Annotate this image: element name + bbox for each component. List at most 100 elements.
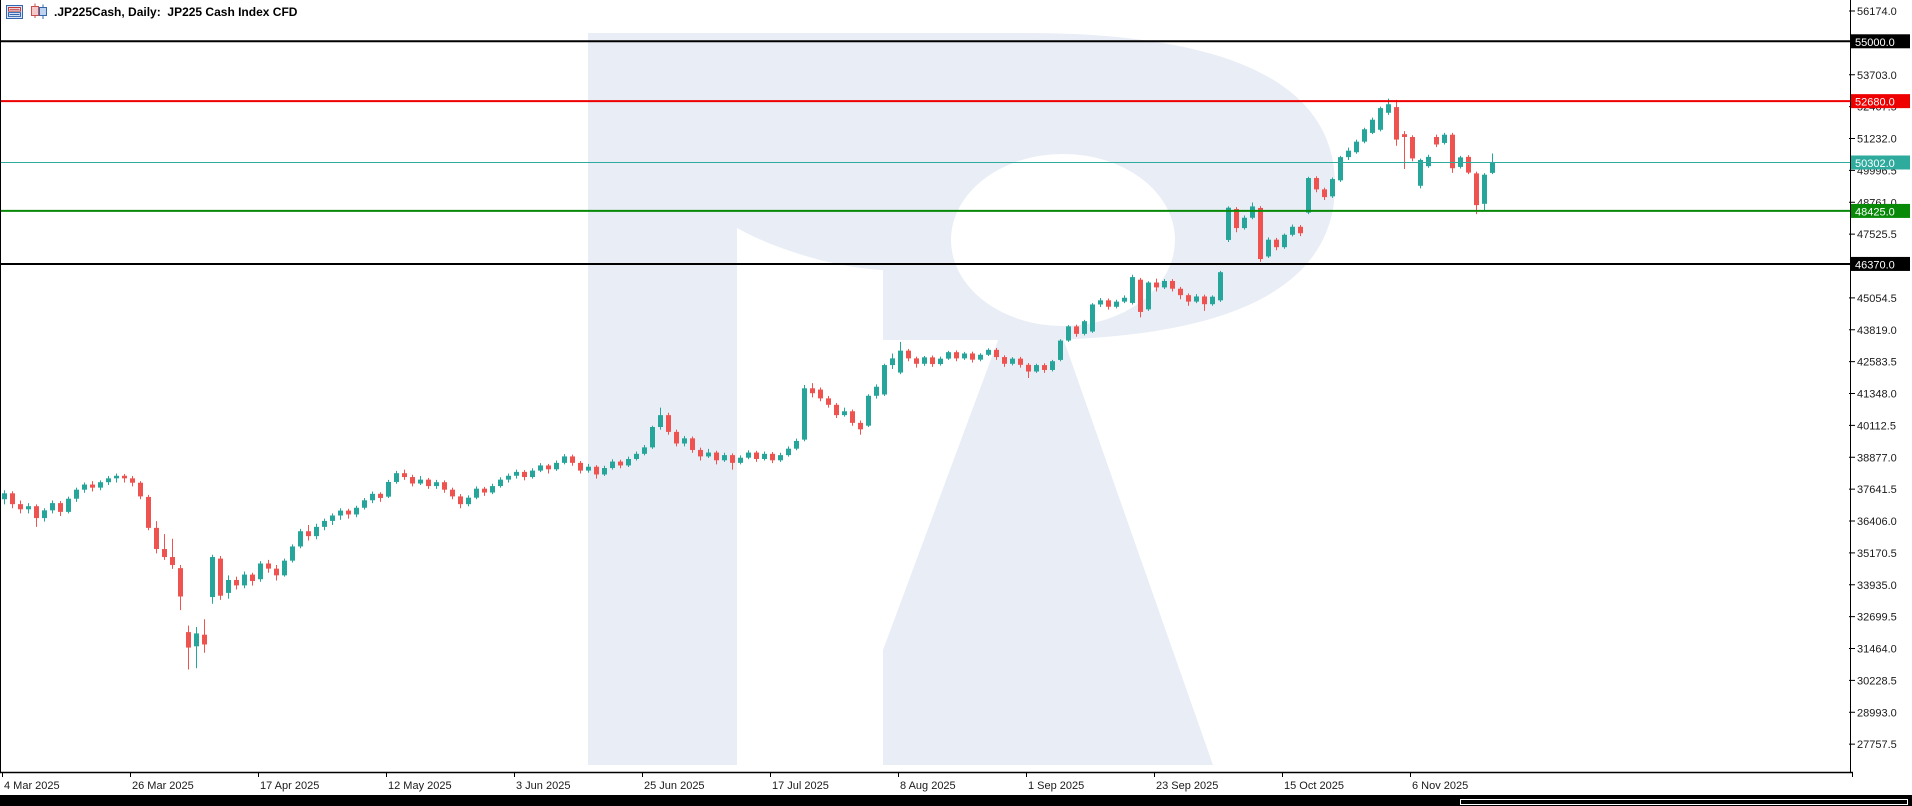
candle[interactable] [122,473,127,483]
candle[interactable] [346,508,351,519]
candle[interactable] [1258,206,1263,262]
candle[interactable] [826,396,831,408]
candle[interactable] [938,356,943,366]
candle[interactable] [914,356,919,368]
candle[interactable] [418,476,423,486]
candle[interactable] [786,446,791,457]
candle[interactable] [890,353,895,369]
candle[interactable] [930,355,935,367]
candle[interactable] [298,528,303,549]
candle[interactable] [1330,177,1335,198]
candle[interactable] [1114,299,1119,309]
candle[interactable] [1170,279,1175,292]
candle[interactable] [1178,286,1183,300]
candle[interactable] [1098,297,1103,308]
candle[interactable] [458,494,463,509]
candle[interactable] [530,468,535,479]
candle[interactable] [1266,237,1271,259]
candle[interactable] [642,445,647,456]
candle[interactable] [802,384,807,442]
candle[interactable] [450,487,455,500]
candle[interactable] [1210,295,1215,306]
candle[interactable] [762,451,767,461]
candle[interactable] [834,403,839,418]
candle[interactable] [498,477,503,488]
candle[interactable] [10,491,15,509]
candle[interactable] [818,387,823,402]
candle[interactable] [290,544,295,563]
candle[interactable] [1274,237,1279,251]
candle[interactable] [210,554,215,604]
candle[interactable] [1042,363,1047,373]
candle[interactable] [82,482,87,493]
candle[interactable] [842,407,847,417]
candle[interactable] [994,348,999,360]
candle[interactable] [1074,324,1079,337]
candle[interactable] [66,496,71,514]
candle[interactable] [970,351,975,363]
candle[interactable] [954,350,959,362]
candle[interactable] [186,625,191,670]
candle[interactable] [682,436,687,447]
candle[interactable] [562,454,567,465]
candle[interactable] [42,508,47,522]
candle[interactable] [442,480,447,493]
candle[interactable] [426,477,431,489]
candle[interactable] [338,508,343,520]
candle[interactable] [770,452,775,464]
chart-list-icon[interactable] [6,4,24,20]
candle[interactable] [434,479,439,489]
candle[interactable] [74,487,79,502]
candle[interactable] [1194,294,1199,304]
candle[interactable] [490,483,495,495]
candle[interactable] [1322,187,1327,200]
candle[interactable] [1282,233,1287,249]
candle[interactable] [1010,357,1015,366]
candle[interactable] [1090,303,1095,333]
candle[interactable] [1154,278,1159,292]
candle[interactable] [474,486,479,500]
candle[interactable] [1050,359,1055,372]
candle[interactable] [1162,279,1167,289]
candle[interactable] [2,490,7,505]
candle[interactable] [1306,176,1311,215]
candle[interactable] [706,448,711,458]
candle[interactable] [1410,135,1415,162]
candle[interactable] [1362,127,1367,144]
candle[interactable] [714,450,719,465]
candle[interactable] [1018,356,1023,368]
candle[interactable] [370,491,375,504]
candle[interactable] [242,571,247,589]
candle[interactable] [234,576,239,590]
candle[interactable] [578,461,583,474]
candle[interactable] [666,412,671,435]
candle[interactable] [130,476,135,487]
candle[interactable] [546,463,551,474]
candle[interactable] [282,558,287,577]
candle[interactable] [962,351,967,360]
candle[interactable] [90,481,95,492]
candle[interactable] [378,492,383,502]
date-axis[interactable]: 4 Mar 2025 26 Mar 2025 17 Apr 2025 12 May 2… [2,772,1853,792]
candle[interactable] [1034,363,1039,373]
candle[interactable] [1450,132,1455,173]
candle[interactable] [794,438,799,451]
candle[interactable] [1226,206,1231,243]
candle[interactable] [618,459,623,469]
candle[interactable] [218,555,223,600]
candle[interactable] [1354,139,1359,154]
candle[interactable] [1378,106,1383,132]
candle[interactable] [778,452,783,462]
candle[interactable] [650,425,655,449]
candle[interactable] [722,452,727,462]
candle[interactable] [898,341,903,375]
candle[interactable] [730,453,735,470]
candle[interactable] [50,500,55,514]
candle[interactable] [658,407,663,430]
candle[interactable] [1082,319,1087,336]
candlestick-chart-icon[interactable] [30,3,48,20]
candle[interactable] [1434,134,1439,148]
candle[interactable] [626,456,631,467]
candle[interactable] [610,459,615,470]
candle[interactable] [1106,298,1111,310]
